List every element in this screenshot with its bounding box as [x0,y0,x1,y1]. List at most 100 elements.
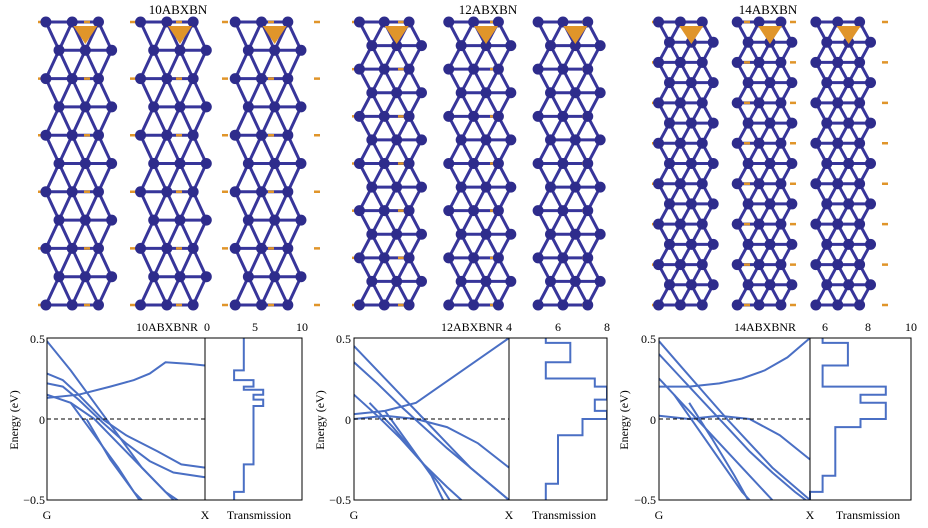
transmission-frame [204,337,303,501]
atom [415,87,427,99]
atom [282,186,294,198]
band-lines [354,338,510,500]
band-line [354,414,510,469]
atom [53,101,65,113]
atom [480,134,492,146]
atom [92,186,104,198]
trans-xlabel-10: Transmission [227,508,291,522]
atom [66,242,78,254]
transmission-frame [809,337,912,501]
atom [256,299,268,311]
atom [832,299,844,311]
atom [187,73,199,85]
atom [843,77,855,89]
atom [532,16,544,28]
atom [810,299,822,311]
band-line [69,402,144,500]
atom [391,134,403,146]
atom [764,77,776,89]
edge-cluster [474,26,498,44]
atom [707,238,719,250]
ytick-14-top: 0.5 [641,332,656,346]
atom [843,198,855,210]
band-line [47,382,206,479]
atom [148,214,160,226]
band-line [659,353,808,500]
atom [256,186,268,198]
atom [696,218,708,230]
atom [731,218,743,230]
atom [545,87,557,99]
atom [403,299,415,311]
atom [443,158,455,169]
atomic-structure-12ABXBN [352,16,620,311]
atom [269,271,281,283]
atom [492,63,504,75]
ytick-14-zero: 0 [650,413,656,427]
atom [378,252,390,264]
atom [663,36,675,48]
atom [135,129,147,141]
atom [403,63,415,75]
atom [40,129,52,141]
atomic-structure-10ABXBN [38,16,322,311]
atom [545,228,557,240]
atom [663,158,675,169]
atom [545,181,557,193]
atom [468,252,480,264]
atom [200,158,212,169]
atom [557,299,569,311]
atom [295,214,307,226]
atom [366,275,378,287]
atom [92,299,104,311]
atom [161,16,173,28]
ytick-14-bottom: −0.5 [634,493,656,507]
atom [707,36,719,48]
atom [148,101,160,113]
atom [53,44,65,56]
ytick-10-top: 0.5 [30,332,45,346]
atom [753,137,765,149]
transmission-line [809,338,887,500]
atom [594,228,606,240]
transmission-group [544,338,607,500]
band-line [47,340,180,500]
atom [594,275,606,287]
atom [775,56,787,68]
atom [269,101,281,113]
atom [505,228,517,240]
atom [269,44,281,56]
atom [174,158,186,169]
atom [366,87,378,99]
atom [731,299,743,311]
atom [775,299,787,311]
atom [79,271,91,283]
trans-tick-10-b: 5 [252,320,258,334]
band-line [354,338,510,416]
atom [282,73,294,85]
ylabel-12: Energy (eV) [313,390,327,449]
atom [492,110,504,122]
atom [480,228,492,240]
atom [685,198,697,210]
transmission-line [544,338,607,500]
atom [731,16,743,28]
atom [135,242,147,254]
atom [242,158,254,169]
atom [269,214,281,226]
band-line [659,338,811,388]
atom [455,87,467,99]
atom [443,205,455,217]
band-title-10ABXBNR: 10ABXBNR [136,320,198,334]
atom [174,101,186,113]
band-line [659,340,811,500]
atom [663,117,675,129]
xlabel-X-12: X [505,508,514,522]
atom [256,129,268,141]
atom [391,87,403,99]
atom [174,214,186,226]
atom [468,110,480,122]
atom [854,259,866,271]
atom [731,259,743,271]
atom [753,56,765,68]
